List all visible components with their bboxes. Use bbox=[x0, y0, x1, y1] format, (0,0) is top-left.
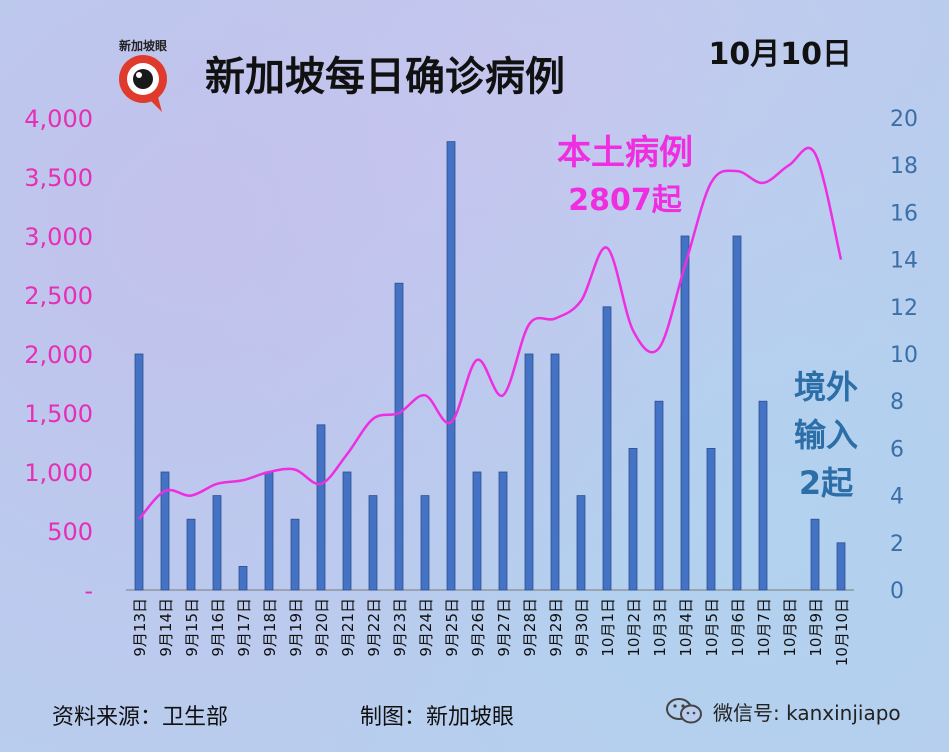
local-label-line1: 本土病例 bbox=[557, 133, 693, 173]
imported-label-line3: 2起 bbox=[799, 464, 854, 502]
right-tick-label: 12 bbox=[890, 296, 918, 321]
x-tick-label: 9月22日 bbox=[365, 598, 383, 657]
bar bbox=[186, 518, 196, 591]
right-tick-label: 0 bbox=[890, 579, 904, 604]
right-axis: 0 2 4 6 8 10 12 14 16 18 20 bbox=[890, 107, 918, 604]
x-tick-label: 10月6日 bbox=[729, 598, 747, 657]
right-tick-label: 4 bbox=[890, 485, 904, 510]
x-tick-label: 9月19日 bbox=[287, 598, 305, 657]
bar bbox=[758, 400, 768, 591]
bar bbox=[550, 353, 560, 591]
made-by-label: 制图：新加坡眼 bbox=[360, 705, 515, 730]
x-tick-label: 9月27日 bbox=[495, 598, 513, 657]
bar bbox=[472, 471, 482, 591]
bar bbox=[446, 141, 456, 591]
x-tick-label: 9月25日 bbox=[443, 598, 461, 657]
x-tick-label: 9月20日 bbox=[313, 598, 331, 657]
x-tick-label: 10月8日 bbox=[781, 598, 799, 657]
x-tick-label: 9月21日 bbox=[339, 598, 357, 657]
x-tick-label: 10月4日 bbox=[677, 598, 695, 657]
bar bbox=[316, 424, 326, 591]
bar bbox=[368, 495, 378, 591]
bar bbox=[394, 282, 404, 591]
imported-label-line1: 境外 bbox=[794, 368, 858, 406]
bar-series bbox=[134, 141, 846, 591]
right-tick-label: 8 bbox=[890, 390, 904, 415]
local-cases-line bbox=[138, 146, 843, 521]
chart-title: 新加坡每日确诊病例 bbox=[205, 54, 565, 100]
bar bbox=[420, 495, 430, 591]
x-tick-label: 9月29日 bbox=[547, 598, 565, 657]
left-tick-label: 2,500 bbox=[24, 282, 93, 310]
right-tick-label: 18 bbox=[890, 154, 918, 179]
x-tick-label: 10月10日 bbox=[833, 598, 851, 666]
imported-cases-annotation: 境外 输入 2起 bbox=[794, 368, 858, 502]
x-tick-label: 10月5日 bbox=[703, 598, 721, 657]
local-cases-annotation: 本土病例 2807起 bbox=[557, 133, 693, 218]
x-tick-label: 10月3日 bbox=[651, 598, 669, 657]
bar bbox=[706, 447, 716, 591]
bar bbox=[602, 306, 612, 591]
bar bbox=[134, 353, 144, 591]
left-tick-label: 2,000 bbox=[24, 341, 93, 369]
left-tick-label: 4,000 bbox=[24, 105, 93, 133]
x-tick-label: 9月28日 bbox=[521, 598, 539, 657]
bar bbox=[810, 518, 820, 591]
x-tick-label: 9月14日 bbox=[157, 598, 175, 657]
source-label: 资料来源：卫生部 bbox=[52, 705, 229, 730]
x-tick-label: 10月2日 bbox=[625, 598, 643, 657]
logo: 新加坡眼 bbox=[119, 38, 167, 112]
bar bbox=[524, 353, 534, 591]
wechat-id: 微信号: kanxinjiapo bbox=[665, 696, 901, 726]
x-tick-label: 9月16日 bbox=[209, 598, 227, 657]
right-tick-label: 2 bbox=[890, 532, 904, 557]
x-tick-label: 9月17日 bbox=[235, 598, 253, 657]
bar bbox=[732, 235, 742, 591]
bar bbox=[628, 447, 638, 591]
right-tick-label: 16 bbox=[890, 201, 918, 226]
bar bbox=[238, 566, 248, 591]
right-tick-label: 10 bbox=[890, 343, 918, 368]
bar bbox=[498, 471, 508, 591]
wechat-text: 微信号: kanxinjiapo bbox=[713, 700, 901, 725]
wechat-icon bbox=[666, 698, 702, 724]
left-axis: - 500 1,000 1,500 2,000 2,500 3,000 3,500 4,000 bbox=[24, 105, 93, 605]
left-tick-label: - bbox=[84, 577, 93, 605]
bar bbox=[342, 471, 352, 591]
x-tick-label: 10月9日 bbox=[807, 598, 825, 657]
right-tick-label: 6 bbox=[890, 437, 904, 462]
left-tick-label: 500 bbox=[47, 518, 93, 546]
left-tick-label: 1,000 bbox=[24, 459, 93, 487]
right-tick-label: 20 bbox=[890, 107, 918, 132]
x-tick-label: 10月7日 bbox=[755, 598, 773, 657]
x-tick-label: 10月1日 bbox=[599, 598, 617, 657]
date-label: 10月10日 bbox=[709, 37, 853, 72]
bar bbox=[160, 471, 170, 591]
bar bbox=[576, 495, 586, 591]
x-tick-label: 9月26日 bbox=[469, 598, 487, 657]
local-label-line2: 2807起 bbox=[568, 183, 682, 218]
left-tick-label: 1,500 bbox=[24, 400, 93, 428]
imported-label-line2: 输入 bbox=[794, 416, 858, 454]
bar bbox=[836, 542, 846, 591]
logo-text: 新加坡眼 bbox=[119, 38, 167, 53]
bar bbox=[290, 518, 300, 591]
x-tick-label: 9月30日 bbox=[573, 598, 591, 657]
bar bbox=[264, 471, 274, 591]
left-tick-label: 3,000 bbox=[24, 223, 93, 251]
x-tick-label: 9月13日 bbox=[131, 598, 149, 657]
left-tick-label: 3,500 bbox=[24, 164, 93, 192]
x-axis-labels: 9月13日 9月14日 9月15日 9月16日 9月17日 9月18日 9月19日 9月20日… bbox=[131, 598, 851, 666]
x-tick-label: 9月18日 bbox=[261, 598, 279, 657]
x-tick-label: 9月15日 bbox=[183, 598, 201, 657]
bar bbox=[212, 495, 222, 591]
x-tick-label: 9月24日 bbox=[417, 598, 435, 657]
bar bbox=[654, 400, 664, 591]
x-tick-label: 9月23日 bbox=[391, 598, 409, 657]
bar bbox=[680, 235, 690, 591]
right-tick-label: 14 bbox=[890, 249, 918, 274]
